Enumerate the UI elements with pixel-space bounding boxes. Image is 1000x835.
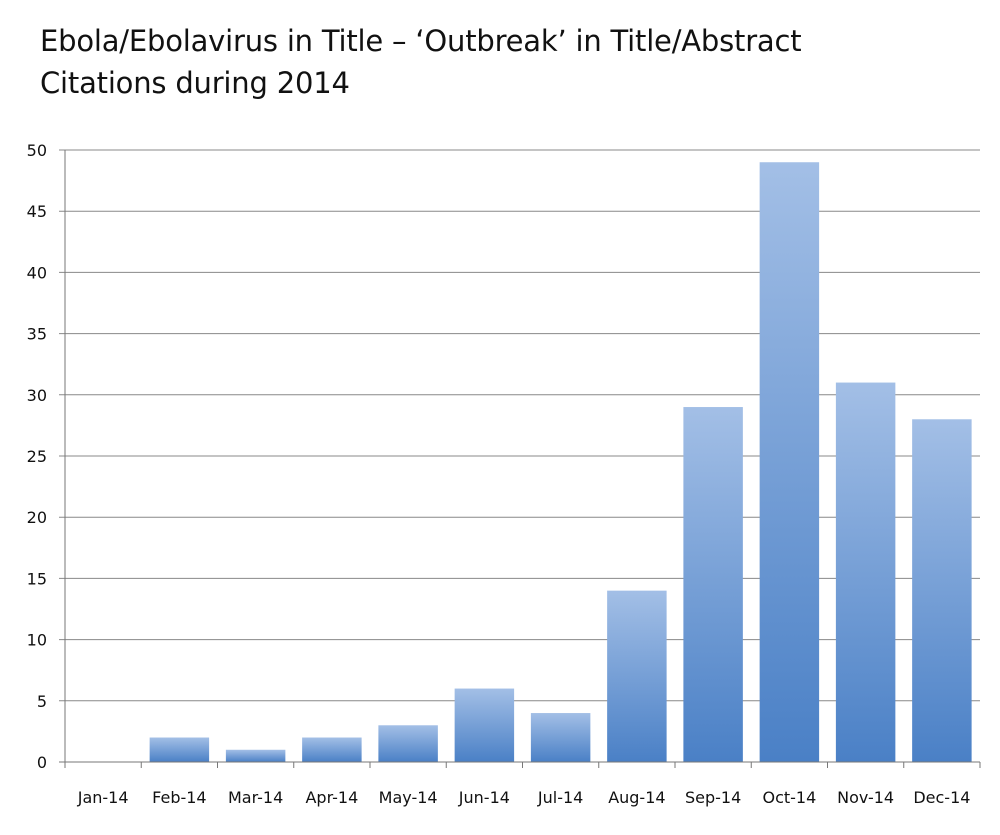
axes [59,150,981,768]
bar [530,713,591,762]
y-tick-label: 25 [27,447,47,466]
x-tick-label: Aug-14 [608,788,665,807]
x-tick-label: Jun-14 [458,788,510,807]
bar [683,407,743,762]
bar [454,688,515,762]
bar [759,162,820,763]
y-tick-label: 5 [37,692,47,711]
y-tick-label: 45 [27,202,47,221]
bar [225,749,286,762]
y-tick-label: 0 [37,753,47,772]
x-tick-label: Mar-14 [228,788,283,807]
x-tick-label: Oct-14 [762,788,816,807]
x-tick-label: May-14 [379,788,438,807]
y-tick-label: 30 [27,386,47,405]
x-tick-label: Sep-14 [685,788,741,807]
tick-labels: 0 5 10 15 20 25 30 35 40 45 50 Jan-14 Feb-14 Mar-14 Ap… [27,141,971,807]
y-tick-label: 50 [27,141,47,160]
y-tick-label: 15 [27,569,47,588]
y-tick-label: 35 [27,325,47,344]
bar [835,382,896,762]
bar [607,590,667,762]
gridlines [59,149,980,702]
y-tick-label: 20 [27,508,47,527]
chart-subtitle: Citations during 2014 [40,66,350,100]
bar [302,737,362,762]
chart-title: Ebola/Ebolavirus in Title – ‘Outbreak’ i… [40,24,802,58]
x-tick-label: Jan-14 [77,788,129,807]
bar [912,419,972,762]
x-tick-label: Nov-14 [837,788,894,807]
bar [378,725,438,762]
chart-title-block: Ebola/Ebolavirus in Title – ‘Outbreak’ i… [40,20,802,104]
bars [149,162,972,763]
x-tick-label: Dec-14 [913,788,970,807]
y-tick-label: 10 [27,631,47,650]
bar [149,737,210,762]
x-tick-label: Feb-14 [152,788,206,807]
x-tick-label: Jul-14 [537,788,583,807]
x-tick-label: Apr-14 [305,788,358,807]
y-tick-label: 40 [27,263,47,282]
